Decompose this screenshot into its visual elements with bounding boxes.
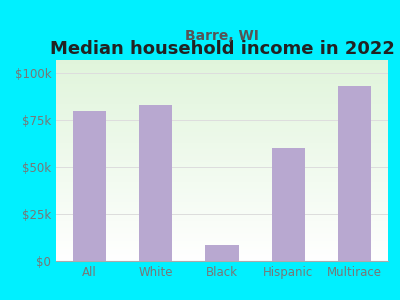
Bar	[206, 245, 238, 261]
Bar	[73, 111, 106, 261]
Title: Median household income in 2022: Median household income in 2022	[50, 40, 394, 58]
Bar	[338, 86, 372, 261]
Bar	[272, 148, 305, 261]
Text: Barre, WI: Barre, WI	[185, 29, 259, 44]
Bar	[139, 105, 172, 261]
